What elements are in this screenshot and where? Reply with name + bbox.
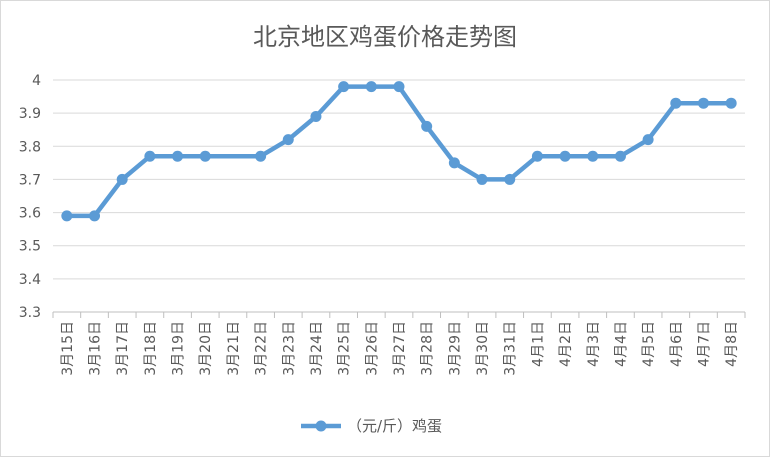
y-tick-label: 3.3 <box>19 305 41 321</box>
x-tick-label: 3月19日 <box>171 321 187 376</box>
x-tick-label: 3月27日 <box>392 321 408 376</box>
data-point <box>116 173 128 185</box>
x-tick-label: 4月4日 <box>613 321 629 367</box>
x-tick-label: 4月3日 <box>586 321 602 367</box>
data-point <box>282 134 294 146</box>
x-tick-label: 3月26日 <box>364 321 380 376</box>
data-point <box>614 150 626 162</box>
x-tick-label: 3月30日 <box>475 321 491 376</box>
legend-label: （元/斤）鸡蛋 <box>347 417 442 435</box>
x-tick-label: 4月5日 <box>641 321 657 367</box>
x-tick-label: 3月20日 <box>198 321 214 376</box>
data-point <box>338 81 350 93</box>
data-point <box>310 110 322 122</box>
data-point <box>725 97 737 109</box>
x-tick-label: 3月31日 <box>503 321 519 376</box>
axes: 3.3 3.4 3.5 3.6 3.7 3.8 3.9 4 3月15日 3月16日 3月17日 3月1… <box>19 73 746 376</box>
chart-title: 北京地区鸡蛋价格走势图 <box>253 23 517 51</box>
x-tick-label: 3月24日 <box>309 321 325 376</box>
data-point <box>559 150 571 162</box>
x-tick-label: 3月15日 <box>60 321 76 376</box>
x-tick-label: 3月16日 <box>88 321 104 376</box>
x-tick-label: 3月21日 <box>226 321 242 376</box>
x-tick-label: 4月7日 <box>696 321 712 367</box>
data-point <box>476 173 488 185</box>
y-tick-label: 3.6 <box>19 206 41 222</box>
x-tick-label: 3月22日 <box>254 321 270 376</box>
series-layer <box>61 81 737 222</box>
data-point <box>144 150 156 162</box>
x-tick-label: 4月1日 <box>530 321 546 367</box>
legend: （元/斤）鸡蛋 <box>301 417 442 435</box>
y-tick-label: 3.9 <box>19 106 41 122</box>
x-tick-label: 4月2日 <box>558 321 574 367</box>
data-point <box>89 210 101 222</box>
series-line <box>64 84 734 219</box>
data-point <box>531 150 543 162</box>
y-tick-label: 3.4 <box>19 272 41 288</box>
data-point <box>670 97 682 109</box>
y-tick-label: 3.8 <box>19 139 41 155</box>
data-point <box>393 81 405 93</box>
y-tick-label: 3.5 <box>19 239 41 255</box>
x-tick-label: 3月17日 <box>115 321 131 376</box>
x-tick-label: 3月28日 <box>420 321 436 376</box>
x-tick-label: 3月18日 <box>143 321 159 376</box>
data-point <box>642 134 654 146</box>
data-point <box>61 210 73 222</box>
x-tick-label: 3月23日 <box>281 321 297 376</box>
y-tick-label: 3.7 <box>19 172 41 188</box>
data-point <box>504 173 516 185</box>
x-tick-label: 4月8日 <box>724 321 740 367</box>
legend-marker <box>315 420 327 432</box>
data-point <box>448 157 460 169</box>
data-point <box>587 150 599 162</box>
x-tick-label: 4月6日 <box>669 321 685 367</box>
data-point <box>255 150 267 162</box>
data-point <box>365 81 377 93</box>
x-tick-label: 3月25日 <box>337 321 353 376</box>
y-tick-label: 4 <box>32 73 41 89</box>
data-point <box>421 120 433 132</box>
data-point <box>172 150 184 162</box>
x-tick-label: 3月29日 <box>447 321 463 376</box>
data-point <box>199 150 211 162</box>
gridlines <box>53 79 745 313</box>
data-point <box>697 97 709 109</box>
